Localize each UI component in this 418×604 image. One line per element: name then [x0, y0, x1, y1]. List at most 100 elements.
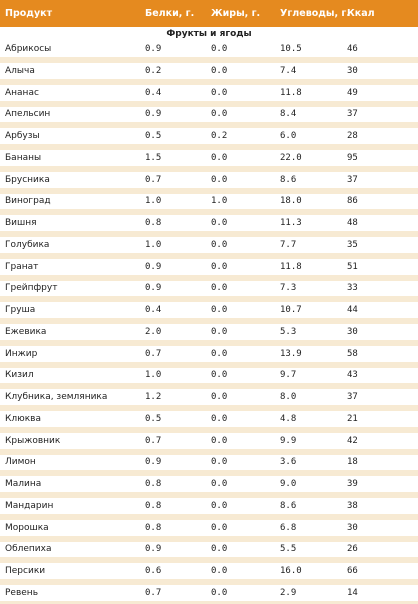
cell-product: Апельсин — [5, 109, 51, 120]
cell-protein: 0.4 — [145, 87, 162, 98]
cell-kcal: 28 — [347, 131, 358, 141]
row-separator — [0, 57, 418, 63]
cell-kcal: 58 — [347, 348, 358, 359]
header-product: Продукт — [5, 8, 53, 19]
table-row: Груша 0.4 0.0 10.7 44 — [0, 302, 418, 324]
cell-protein: 0.7 — [145, 174, 162, 185]
cell-kcal: 37 — [347, 109, 358, 120]
table-row: Ревень 0.7 0.0 2.9 14 — [0, 585, 418, 604]
cell-carbs: 8.4 — [280, 109, 297, 120]
cell-carbs: 5.5 — [280, 544, 297, 555]
cell-fat: 0.0 — [211, 65, 228, 76]
cell-product: Грейпфрут — [5, 283, 58, 294]
header-fat: Жиры, г. — [211, 8, 261, 19]
row-separator — [0, 339, 418, 346]
cell-carbs: 9.9 — [280, 435, 297, 446]
table-row: Арбузы 0.5 0.2 6.0 28 — [0, 128, 418, 150]
cell-protein: 1.0 — [145, 370, 162, 381]
cell-fat: 0.0 — [211, 413, 228, 424]
cell-fat: 0.0 — [211, 326, 228, 337]
cell-carbs: 6.8 — [280, 522, 297, 533]
cell-kcal: 86 — [347, 196, 358, 207]
cell-fat: 0.0 — [211, 544, 228, 555]
cell-product: Алыча — [5, 65, 35, 76]
cell-product: Абрикосы — [5, 44, 52, 54]
section-title: Фрукты и ягоды — [166, 29, 252, 39]
cell-kcal: 66 — [347, 566, 358, 576]
cell-fat: 0.0 — [211, 348, 228, 359]
cell-carbs: 2.9 — [280, 587, 297, 598]
table-row: Крыжовник 0.7 0.0 9.9 42 — [0, 433, 418, 455]
cell-product: Арбузы — [5, 131, 40, 141]
cell-fat: 0.0 — [211, 457, 228, 468]
cell-carbs: 7.7 — [280, 239, 297, 250]
row-separator — [0, 274, 418, 281]
cell-fat: 1.0 — [211, 196, 228, 207]
cell-protein: 0.7 — [145, 587, 162, 598]
cell-fat: 0.0 — [211, 152, 228, 163]
cell-fat: 0.0 — [211, 109, 228, 120]
row-separator — [0, 209, 418, 216]
table-row: Голубика 1.0 0.0 7.7 35 — [0, 237, 418, 259]
cell-product: Кизил — [5, 370, 34, 381]
cell-protein: 0.5 — [145, 131, 162, 141]
cell-protein: 0.9 — [145, 44, 162, 54]
cell-fat: 0.0 — [211, 218, 228, 228]
cell-carbs: 13.9 — [280, 348, 302, 359]
cell-protein: 0.5 — [145, 413, 162, 424]
cell-product: Брусника — [5, 174, 50, 185]
cell-kcal: 51 — [347, 261, 358, 272]
cell-carbs: 10.7 — [280, 305, 302, 315]
table-row: Грейпфрут 0.9 0.0 7.3 33 — [0, 280, 418, 303]
cell-kcal: 44 — [347, 305, 358, 315]
table-row: Ежевика 2.0 0.0 5.3 30 — [0, 324, 418, 346]
cell-kcal: 46 — [347, 44, 358, 54]
row-separator — [0, 470, 418, 477]
row-separator — [0, 579, 418, 585]
row-separator — [0, 600, 418, 604]
cell-protein: 0.4 — [145, 305, 162, 315]
table-row: Абрикосы 0.9 0.0 10.5 46 — [0, 41, 418, 63]
cell-carbs: 9.0 — [280, 479, 297, 489]
cell-kcal: 37 — [347, 174, 358, 185]
cell-kcal: 33 — [347, 283, 358, 294]
cell-product: Ежевика — [5, 326, 47, 337]
cell-carbs: 11.8 — [280, 261, 302, 272]
cell-protein: 0.7 — [145, 435, 162, 446]
cell-fat: 0.2 — [211, 131, 228, 141]
cell-carbs: 3.6 — [280, 457, 297, 468]
cell-product: Голубика — [5, 239, 50, 250]
cell-protein: 0.8 — [145, 218, 162, 228]
cell-protein: 0.9 — [145, 283, 162, 294]
table-row: Бананы 1.5 0.0 22.0 95 — [0, 150, 418, 172]
cell-fat: 0.0 — [211, 44, 228, 54]
cell-protein: 0.9 — [145, 109, 162, 120]
cell-carbs: 10.5 — [280, 44, 302, 54]
cell-carbs: 11.8 — [280, 87, 302, 98]
cell-carbs: 6.0 — [280, 131, 297, 141]
cell-product: Персики — [5, 566, 46, 576]
row-separator — [0, 492, 418, 498]
cell-fat: 0.0 — [211, 305, 228, 315]
cell-carbs: 7.4 — [280, 65, 297, 76]
row-separator — [0, 535, 418, 542]
row-separator — [0, 361, 418, 368]
cell-kcal: 95 — [347, 152, 358, 163]
cell-fat: 0.0 — [211, 566, 228, 576]
cell-carbs: 8.6 — [280, 174, 297, 185]
cell-fat: 0.0 — [211, 587, 228, 598]
cell-kcal: 26 — [347, 544, 358, 555]
row-separator — [0, 405, 418, 411]
cell-kcal: 49 — [347, 87, 358, 98]
table-row: Клюква 0.5 0.0 4.8 21 — [0, 411, 418, 433]
table-row: Лимон 0.9 0.0 3.6 18 — [0, 454, 418, 477]
cell-product: Бананы — [5, 152, 42, 163]
cell-kcal: 30 — [347, 326, 358, 337]
cell-carbs: 9.7 — [280, 370, 297, 381]
cell-kcal: 43 — [347, 370, 358, 381]
row-separator — [0, 100, 418, 107]
cell-kcal: 14 — [347, 587, 358, 598]
cell-carbs: 18.0 — [280, 196, 302, 207]
cell-product: Лимон — [5, 457, 36, 468]
row-separator — [0, 122, 418, 129]
